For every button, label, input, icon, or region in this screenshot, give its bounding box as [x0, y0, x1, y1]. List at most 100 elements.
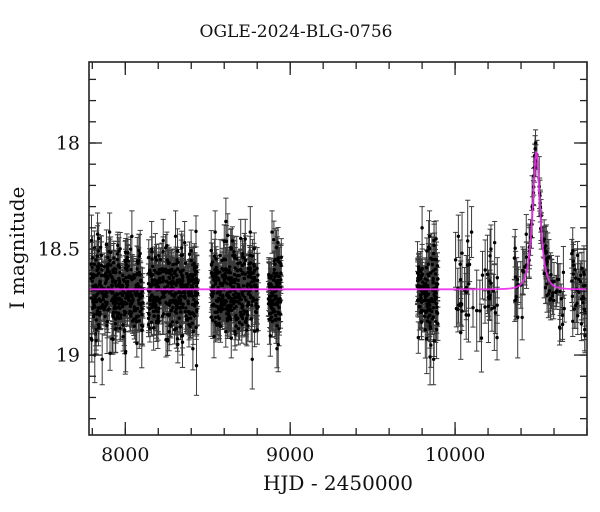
- photometry-point: [122, 279, 127, 283]
- photometry-point: [137, 270, 142, 275]
- photometry-point: [91, 306, 95, 310]
- photometry-point: [132, 324, 137, 328]
- photometry-point: [131, 297, 135, 301]
- photometry-point: [107, 249, 111, 254]
- photometry-point: [116, 316, 121, 320]
- photometry-point: [92, 262, 97, 266]
- photometry-point: [138, 309, 142, 314]
- photometry-point: [96, 236, 101, 241]
- photometry-point: [140, 312, 144, 317]
- photometry-point: [122, 313, 127, 317]
- photometry-point: [118, 326, 122, 330]
- photometry-point: [112, 256, 116, 260]
- photometry-point: [128, 290, 133, 294]
- photometry-point: [133, 317, 138, 321]
- photometry-point: [116, 243, 120, 248]
- photometry-point: [112, 306, 116, 311]
- photometry-point: [118, 291, 123, 296]
- photometry-point: [139, 291, 143, 296]
- photometry-point: [138, 296, 143, 300]
- photometry-point: [135, 292, 139, 296]
- photometry-point: [113, 327, 117, 331]
- photometry-point: [95, 309, 100, 313]
- photometry-point: [118, 284, 122, 289]
- photometry-point: [116, 263, 121, 267]
- photometry-point: [106, 255, 110, 260]
- photometry-point: [90, 256, 95, 260]
- photometry-point: [117, 279, 122, 283]
- photometry-point: [105, 267, 110, 272]
- photometry-point: [92, 302, 96, 307]
- photometry-point: [99, 273, 104, 278]
- photometry-point: [129, 293, 134, 297]
- photometry-point: [96, 265, 101, 269]
- figure-title: OGLE-2024-BLG-0756: [200, 22, 393, 42]
- photometry-point: [122, 291, 127, 295]
- photometry-point: [135, 267, 139, 271]
- photometry-point: [96, 323, 101, 327]
- photometry-point: [100, 268, 104, 272]
- photometry-point: [114, 284, 119, 288]
- photometry-point: [102, 264, 106, 269]
- photometry-point: [134, 273, 138, 277]
- photometry-point: [100, 289, 105, 294]
- photometry-point: [105, 263, 110, 268]
- photometry-point: [103, 314, 107, 319]
- photometry-point: [110, 299, 114, 303]
- photometry-point: [98, 245, 103, 250]
- photometry-point: [104, 294, 109, 299]
- photometry-point: [99, 253, 104, 258]
- photometry-point: [134, 320, 139, 324]
- photometry-point: [121, 335, 125, 339]
- photometry-point: [136, 261, 140, 265]
- photometry-point: [120, 304, 125, 309]
- photometry-point: [92, 312, 96, 317]
- photometry-point: [136, 298, 141, 302]
- photometry-point: [128, 311, 132, 315]
- photometry-point: [125, 279, 130, 284]
- photometry-point: [115, 252, 120, 256]
- photometry-point: [121, 273, 125, 278]
- photometry-point: [116, 305, 120, 309]
- photometry-point: [137, 319, 141, 323]
- photometry-point: [127, 295, 131, 299]
- photometry-point: [105, 291, 109, 295]
- photometry-point: [126, 264, 130, 268]
- photometry-point: [95, 273, 99, 277]
- photometry-point: [122, 328, 127, 332]
- photometry-point: [109, 263, 113, 267]
- photometry-point: [113, 322, 118, 326]
- photometry-point: [122, 309, 127, 314]
- photometry-point: [109, 274, 113, 278]
- photometry-point: [140, 306, 144, 310]
- photometry-point: [105, 323, 109, 328]
- photometry-point: [117, 249, 121, 253]
- photometry-point: [112, 270, 117, 275]
- photometry-point: [108, 351, 112, 355]
- photometry-point: [101, 297, 106, 302]
- photometry-point: [117, 311, 121, 315]
- photometry-point: [135, 341, 139, 346]
- photometry-point: [136, 314, 141, 318]
- photometry-point: [98, 298, 103, 303]
- photometry-point: [104, 242, 109, 247]
- photometry-point: [90, 338, 94, 342]
- photometry-point: [126, 259, 130, 263]
- photometry-point: [105, 319, 109, 324]
- photometry-point: [94, 318, 99, 322]
- photometry-point: [123, 266, 128, 270]
- photometry-point: [110, 337, 114, 341]
- photometry-point: [97, 262, 101, 266]
- photometry-point: [95, 268, 99, 272]
- photometry-point: [124, 275, 128, 280]
- photometry-point: [107, 307, 112, 311]
- photometry-point: [137, 254, 142, 258]
- photometry-point: [94, 328, 98, 332]
- photometry-point: [115, 292, 120, 297]
- photometry-point: [101, 302, 105, 307]
- photometry-point: [111, 310, 116, 315]
- photometry-point: [95, 293, 99, 297]
- photometry-point: [136, 284, 141, 289]
- photometry-point: [97, 282, 102, 287]
